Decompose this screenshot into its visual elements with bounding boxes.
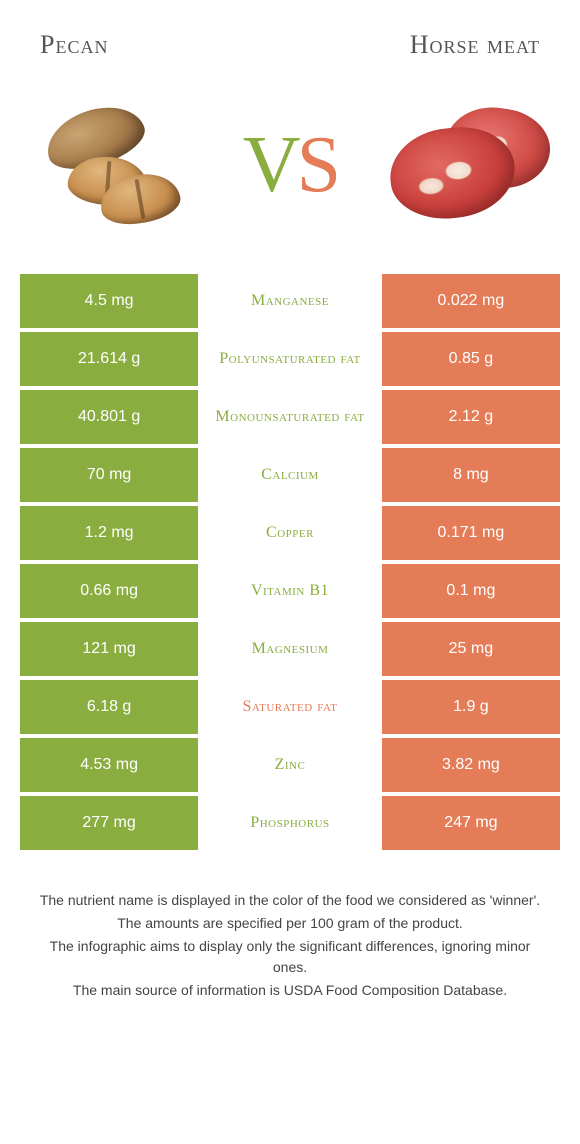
nutrient-label: Calcium — [198, 448, 382, 502]
left-value: 4.53 mg — [20, 738, 198, 792]
vs-s: S — [297, 121, 338, 209]
infographic-container: Pecan Horse meat VS 4.5 mg Manganese — [0, 0, 580, 1001]
nutrient-label: Polyunsaturated fat — [198, 332, 382, 386]
vs-v: V — [243, 121, 297, 209]
pecan-image — [40, 100, 190, 230]
footnote-line: The main source of information is USDA F… — [38, 980, 542, 1001]
table-row: 40.801 g Monounsaturated fat 2.12 g — [20, 390, 560, 444]
table-row: 1.2 mg Copper 0.171 mg — [20, 506, 560, 560]
right-value: 0.171 mg — [382, 506, 560, 560]
right-value: 3.82 mg — [382, 738, 560, 792]
horse-meat-image — [390, 100, 540, 230]
nutrient-label: Magnesium — [198, 622, 382, 676]
table-row: 21.614 g Polyunsaturated fat 0.85 g — [20, 332, 560, 386]
footnote-line: The infographic aims to display only the… — [38, 936, 542, 978]
left-value: 4.5 mg — [20, 274, 198, 328]
right-food-title: Horse meat — [410, 30, 540, 60]
table-row: 277 mg Phosphorus 247 mg — [20, 796, 560, 850]
nutrient-table: 4.5 mg Manganese 0.022 mg 21.614 g Polyu… — [20, 270, 560, 854]
left-value: 6.18 g — [20, 680, 198, 734]
left-value: 21.614 g — [20, 332, 198, 386]
right-value: 2.12 g — [382, 390, 560, 444]
nutrient-label: Zinc — [198, 738, 382, 792]
left-value: 40.801 g — [20, 390, 198, 444]
left-value: 0.66 mg — [20, 564, 198, 618]
footnotes: The nutrient name is displayed in the co… — [20, 854, 560, 1001]
table-row: 4.53 mg Zinc 3.82 mg — [20, 738, 560, 792]
table-row: 6.18 g Saturated fat 1.9 g — [20, 680, 560, 734]
table-row: 121 mg Magnesium 25 mg — [20, 622, 560, 676]
left-value: 277 mg — [20, 796, 198, 850]
title-row: Pecan Horse meat — [20, 20, 560, 90]
left-food-title: Pecan — [40, 30, 108, 60]
nutrient-table-body: 4.5 mg Manganese 0.022 mg 21.614 g Polyu… — [20, 274, 560, 850]
nutrient-label: Phosphorus — [198, 796, 382, 850]
right-value: 25 mg — [382, 622, 560, 676]
nutrient-label: Manganese — [198, 274, 382, 328]
vs-label: VS — [243, 125, 337, 205]
left-value: 70 mg — [20, 448, 198, 502]
footnote-line: The amounts are specified per 100 gram o… — [38, 913, 542, 934]
nutrient-label: Saturated fat — [198, 680, 382, 734]
left-value: 1.2 mg — [20, 506, 198, 560]
right-value: 247 mg — [382, 796, 560, 850]
hero-row: VS — [20, 90, 560, 270]
right-value: 0.1 mg — [382, 564, 560, 618]
table-row: 4.5 mg Manganese 0.022 mg — [20, 274, 560, 328]
right-value: 1.9 g — [382, 680, 560, 734]
nutrient-label: Copper — [198, 506, 382, 560]
table-row: 70 mg Calcium 8 mg — [20, 448, 560, 502]
left-value: 121 mg — [20, 622, 198, 676]
right-value: 8 mg — [382, 448, 560, 502]
table-row: 0.66 mg Vitamin B1 0.1 mg — [20, 564, 560, 618]
nutrient-label: Vitamin B1 — [198, 564, 382, 618]
right-value: 0.022 mg — [382, 274, 560, 328]
footnote-line: The nutrient name is displayed in the co… — [38, 890, 542, 911]
right-value: 0.85 g — [382, 332, 560, 386]
nutrient-label: Monounsaturated fat — [198, 390, 382, 444]
